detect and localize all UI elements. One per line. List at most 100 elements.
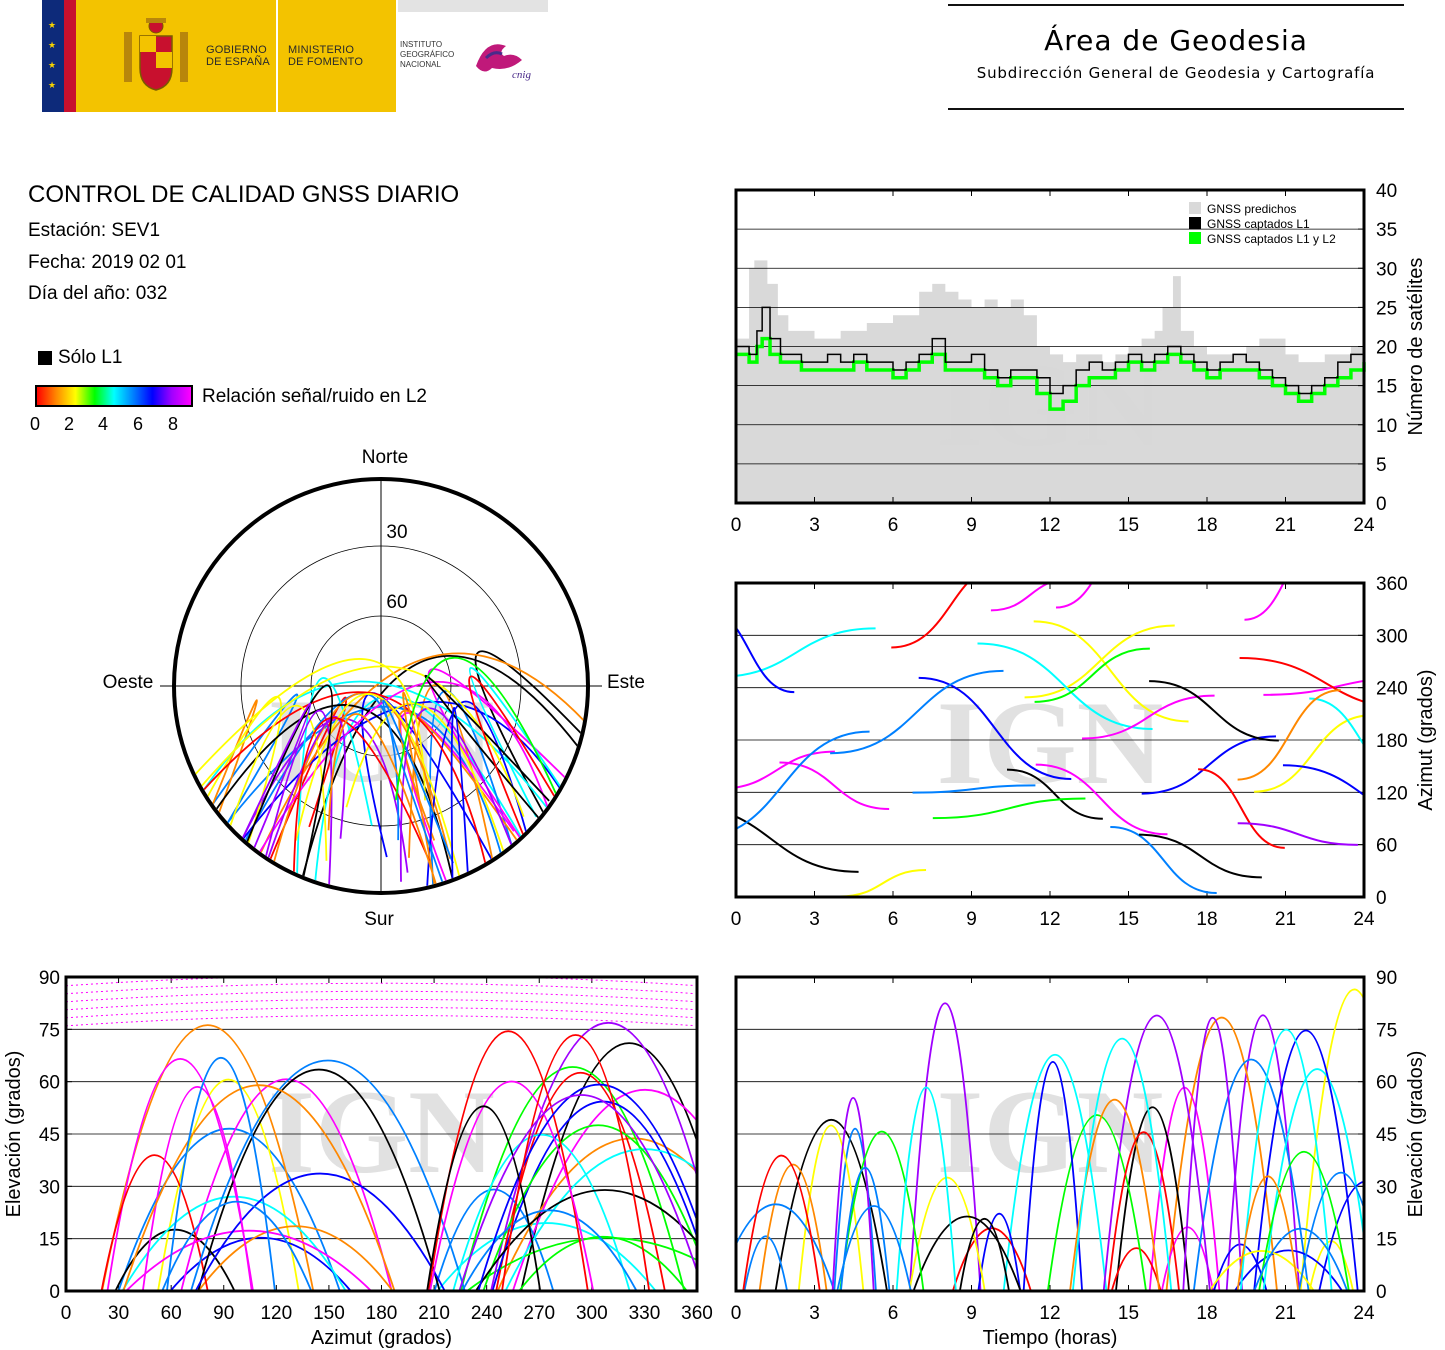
y-axis-label: Elevación (grados) bbox=[1405, 1051, 1427, 1218]
x-tick-label: 3 bbox=[809, 515, 820, 536]
x-tick-label: 0 bbox=[731, 909, 742, 930]
ministry-line-2: DE FOMENTO bbox=[288, 56, 364, 68]
satellite-track bbox=[450, 706, 470, 888]
satellite-track bbox=[190, 1059, 466, 1291]
satellite-track bbox=[1309, 697, 1364, 747]
satellite-track bbox=[106, 1057, 254, 1291]
y-tick-label: 60 bbox=[1376, 836, 1397, 857]
satellite-track bbox=[100, 1154, 209, 1291]
satellite-track bbox=[157, 1078, 300, 1291]
satellite-track bbox=[830, 669, 1004, 755]
satellite-track bbox=[184, 691, 487, 865]
satellite-track bbox=[468, 666, 562, 818]
y-tick-label: 60 bbox=[39, 1073, 60, 1094]
satellite-track bbox=[1237, 822, 1358, 846]
plot-border bbox=[734, 581, 1366, 899]
satellite-track bbox=[1107, 1131, 1180, 1291]
snr-tick: 6 bbox=[133, 414, 144, 434]
satellite-track bbox=[466, 1236, 697, 1291]
satellite-track bbox=[1082, 694, 1215, 740]
satellite-track bbox=[736, 1203, 836, 1291]
sky-label-west: Oeste bbox=[103, 672, 154, 693]
x-tick-label: 12 bbox=[1039, 909, 1060, 930]
plot-border bbox=[734, 188, 1366, 505]
satellite-track bbox=[66, 1006, 697, 1019]
satellite-track bbox=[382, 699, 454, 884]
satellite-track bbox=[242, 702, 312, 850]
satellite-track bbox=[199, 665, 525, 817]
x-tick-label: 6 bbox=[888, 909, 899, 930]
x-tick-label: 90 bbox=[213, 1303, 234, 1324]
satellite-track bbox=[1024, 624, 1175, 699]
x-tick-label: 270 bbox=[523, 1303, 555, 1324]
satellite-track bbox=[458, 1094, 697, 1291]
ign-line-1: INSTITUTO bbox=[400, 40, 443, 49]
y-tick-label: 360 bbox=[1376, 574, 1408, 595]
satellite-track bbox=[1192, 1058, 1310, 1291]
satellite-track bbox=[188, 704, 454, 881]
x-tick-label: 6 bbox=[888, 515, 899, 536]
qc-title: CONTROL DE CALIDAD GNSS DIARIO bbox=[28, 181, 460, 208]
x-tick-label: 12 bbox=[1039, 515, 1060, 536]
satellite-track bbox=[1237, 689, 1341, 781]
x-tick-label: 360 bbox=[681, 1303, 713, 1324]
satellite-track bbox=[736, 626, 795, 694]
satellite-track bbox=[424, 674, 550, 820]
y-tick-label: 75 bbox=[39, 1020, 60, 1041]
satellite-track bbox=[345, 702, 505, 853]
satellite-track bbox=[1318, 1180, 1364, 1291]
satellite-track bbox=[1149, 680, 1279, 742]
y-axis-label: Azimut (grados) bbox=[1415, 669, 1437, 810]
y-tick-label: 0 bbox=[49, 1282, 60, 1303]
snr-tick: 4 bbox=[98, 414, 109, 434]
x-tick-label: 9 bbox=[966, 1303, 977, 1324]
y-tick-label: 35 bbox=[1376, 220, 1397, 241]
x-tick-label: 21 bbox=[1275, 515, 1296, 536]
satellite-track bbox=[1254, 714, 1364, 793]
satellite-track bbox=[839, 869, 927, 897]
x-tick-label: 15 bbox=[1118, 909, 1139, 930]
x-tick-label: 18 bbox=[1196, 909, 1217, 930]
y-tick-label: 0 bbox=[1376, 1282, 1387, 1303]
satellite-track bbox=[197, 1068, 441, 1291]
sky-tracks bbox=[184, 650, 586, 891]
x-tick-label: 12 bbox=[1039, 1303, 1060, 1324]
satellite-track bbox=[511, 1088, 697, 1291]
legend-l1-only: Sólo L1 bbox=[38, 347, 122, 369]
area-title: Área de Geodesia bbox=[1044, 24, 1308, 57]
x-tick-label: 150 bbox=[313, 1303, 345, 1324]
satellite-track bbox=[402, 691, 436, 887]
x-tick-label: 24 bbox=[1353, 515, 1375, 536]
x-tick-label: 24 bbox=[1353, 909, 1375, 930]
x-tick-label: 9 bbox=[966, 515, 977, 536]
satellite-track bbox=[1033, 620, 1189, 723]
skyplot bbox=[160, 462, 602, 895]
y-tick-label: 45 bbox=[39, 1125, 60, 1146]
x-tick-label: 0 bbox=[731, 515, 742, 536]
satellite-track bbox=[1239, 1028, 1333, 1291]
y-tick-label: 40 bbox=[1376, 181, 1397, 202]
satellite-track bbox=[1236, 1175, 1300, 1291]
gov-line-1: GOBIERNO bbox=[206, 44, 267, 56]
y-tick-label: 60 bbox=[1376, 1073, 1397, 1094]
satellite-track bbox=[977, 642, 1153, 731]
y-tick-label: 30 bbox=[39, 1177, 60, 1198]
header-rule-bottom bbox=[948, 108, 1404, 110]
x-tick-label: 210 bbox=[418, 1303, 450, 1324]
snr-tick: 0 bbox=[30, 414, 41, 434]
x-tick-label: 0 bbox=[61, 1303, 72, 1324]
satellite-track bbox=[1034, 647, 1150, 703]
satellite-track bbox=[1233, 1249, 1343, 1291]
coat-of-arms-icon bbox=[124, 18, 188, 91]
ign-line-3: NACIONAL bbox=[400, 60, 441, 69]
satellite-track bbox=[912, 1215, 1022, 1291]
satellite-track bbox=[193, 658, 426, 801]
satellite-track bbox=[246, 652, 586, 884]
y-tick-label: 20 bbox=[1376, 338, 1397, 359]
satellite-track bbox=[1253, 1227, 1349, 1291]
satellite-track bbox=[475, 1189, 697, 1291]
satellite-track bbox=[1046, 1114, 1147, 1291]
chart-panel bbox=[735, 582, 1365, 898]
satellite-track bbox=[1035, 763, 1168, 836]
satellite-track bbox=[1253, 1029, 1359, 1291]
